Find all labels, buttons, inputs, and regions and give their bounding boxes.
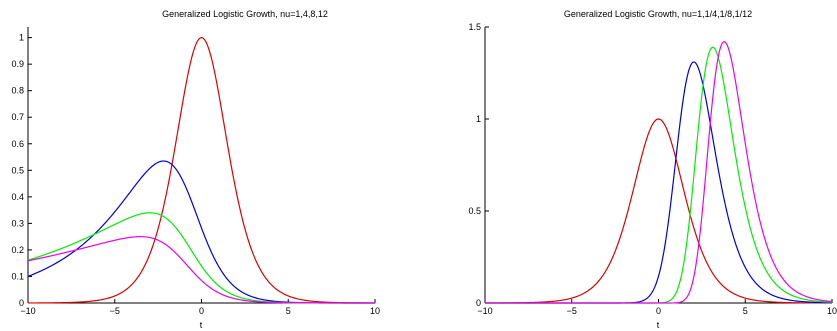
chart-title: Generalized Logistic Growth, nu=1,4,8,12 [162, 9, 328, 19]
y-tick-label: 0.5 [468, 206, 481, 216]
axes: −10 −5 0 5 10 0 0.5 1 1.5 [468, 22, 837, 316]
series-layer [484, 41, 833, 304]
x-tick-label: 0 [199, 306, 204, 316]
y-tick-label: 0.1 [11, 271, 24, 281]
series-line-nu-0_25 [485, 61, 833, 304]
y-tick-label: 0.3 [11, 218, 24, 228]
chart-left: Generalized Logistic Growth, nu=1,4,8,12… [11, 9, 380, 330]
y-tick-label: 1.5 [468, 22, 481, 32]
y-tick-label: 0 [476, 298, 481, 308]
y-tick-label: 0.4 [11, 192, 24, 202]
series-line-nu-1 [484, 118, 833, 304]
x-tick-label: 5 [743, 306, 748, 316]
y-tick-label: 0 [19, 298, 24, 308]
chart-title: Generalized Logistic Growth, nu=1,1/4,1/… [564, 9, 752, 19]
x-tick-label: −10 [477, 306, 492, 316]
series-line-nu-8 [27, 212, 375, 304]
x-tick-label: 10 [827, 306, 837, 316]
y-tick-label: 1 [19, 33, 24, 43]
y-tick-label: 0.7 [11, 112, 24, 122]
series-line-nu-12 [27, 236, 375, 304]
series-line-nu-1 [28, 37, 375, 304]
series-layer [27, 37, 375, 304]
x-tick-label: −5 [110, 306, 120, 316]
y-tick-label: 0.9 [11, 59, 24, 69]
x-tick-label: −5 [567, 306, 577, 316]
y-tick-label: 0.2 [11, 245, 24, 255]
x-tick-label: 5 [286, 306, 291, 316]
x-tick-label: 10 [370, 306, 380, 316]
chart-right: Generalized Logistic Growth, nu=1,1/4,1/… [468, 9, 837, 330]
x-axis-label: t [657, 320, 660, 330]
y-tick-label: 0.8 [11, 86, 24, 96]
axes: −10 −5 0 5 10 0 0.1 0.2 0.3 0.4 0.5 0.6 0.7 0.8 0.9 1 [11, 27, 380, 316]
x-tick-label: −10 [20, 306, 35, 316]
series-line-nu-4 [27, 160, 375, 304]
y-tick-label: 0.5 [11, 165, 24, 175]
x-tick-label: 0 [656, 306, 661, 316]
y-tick-label: 0.6 [11, 139, 24, 149]
x-axis-label: t [200, 320, 203, 330]
series-line-nu-0_0833 [485, 41, 833, 304]
series-line-nu-0_125 [485, 46, 833, 304]
y-tick-label: 1 [476, 114, 481, 124]
